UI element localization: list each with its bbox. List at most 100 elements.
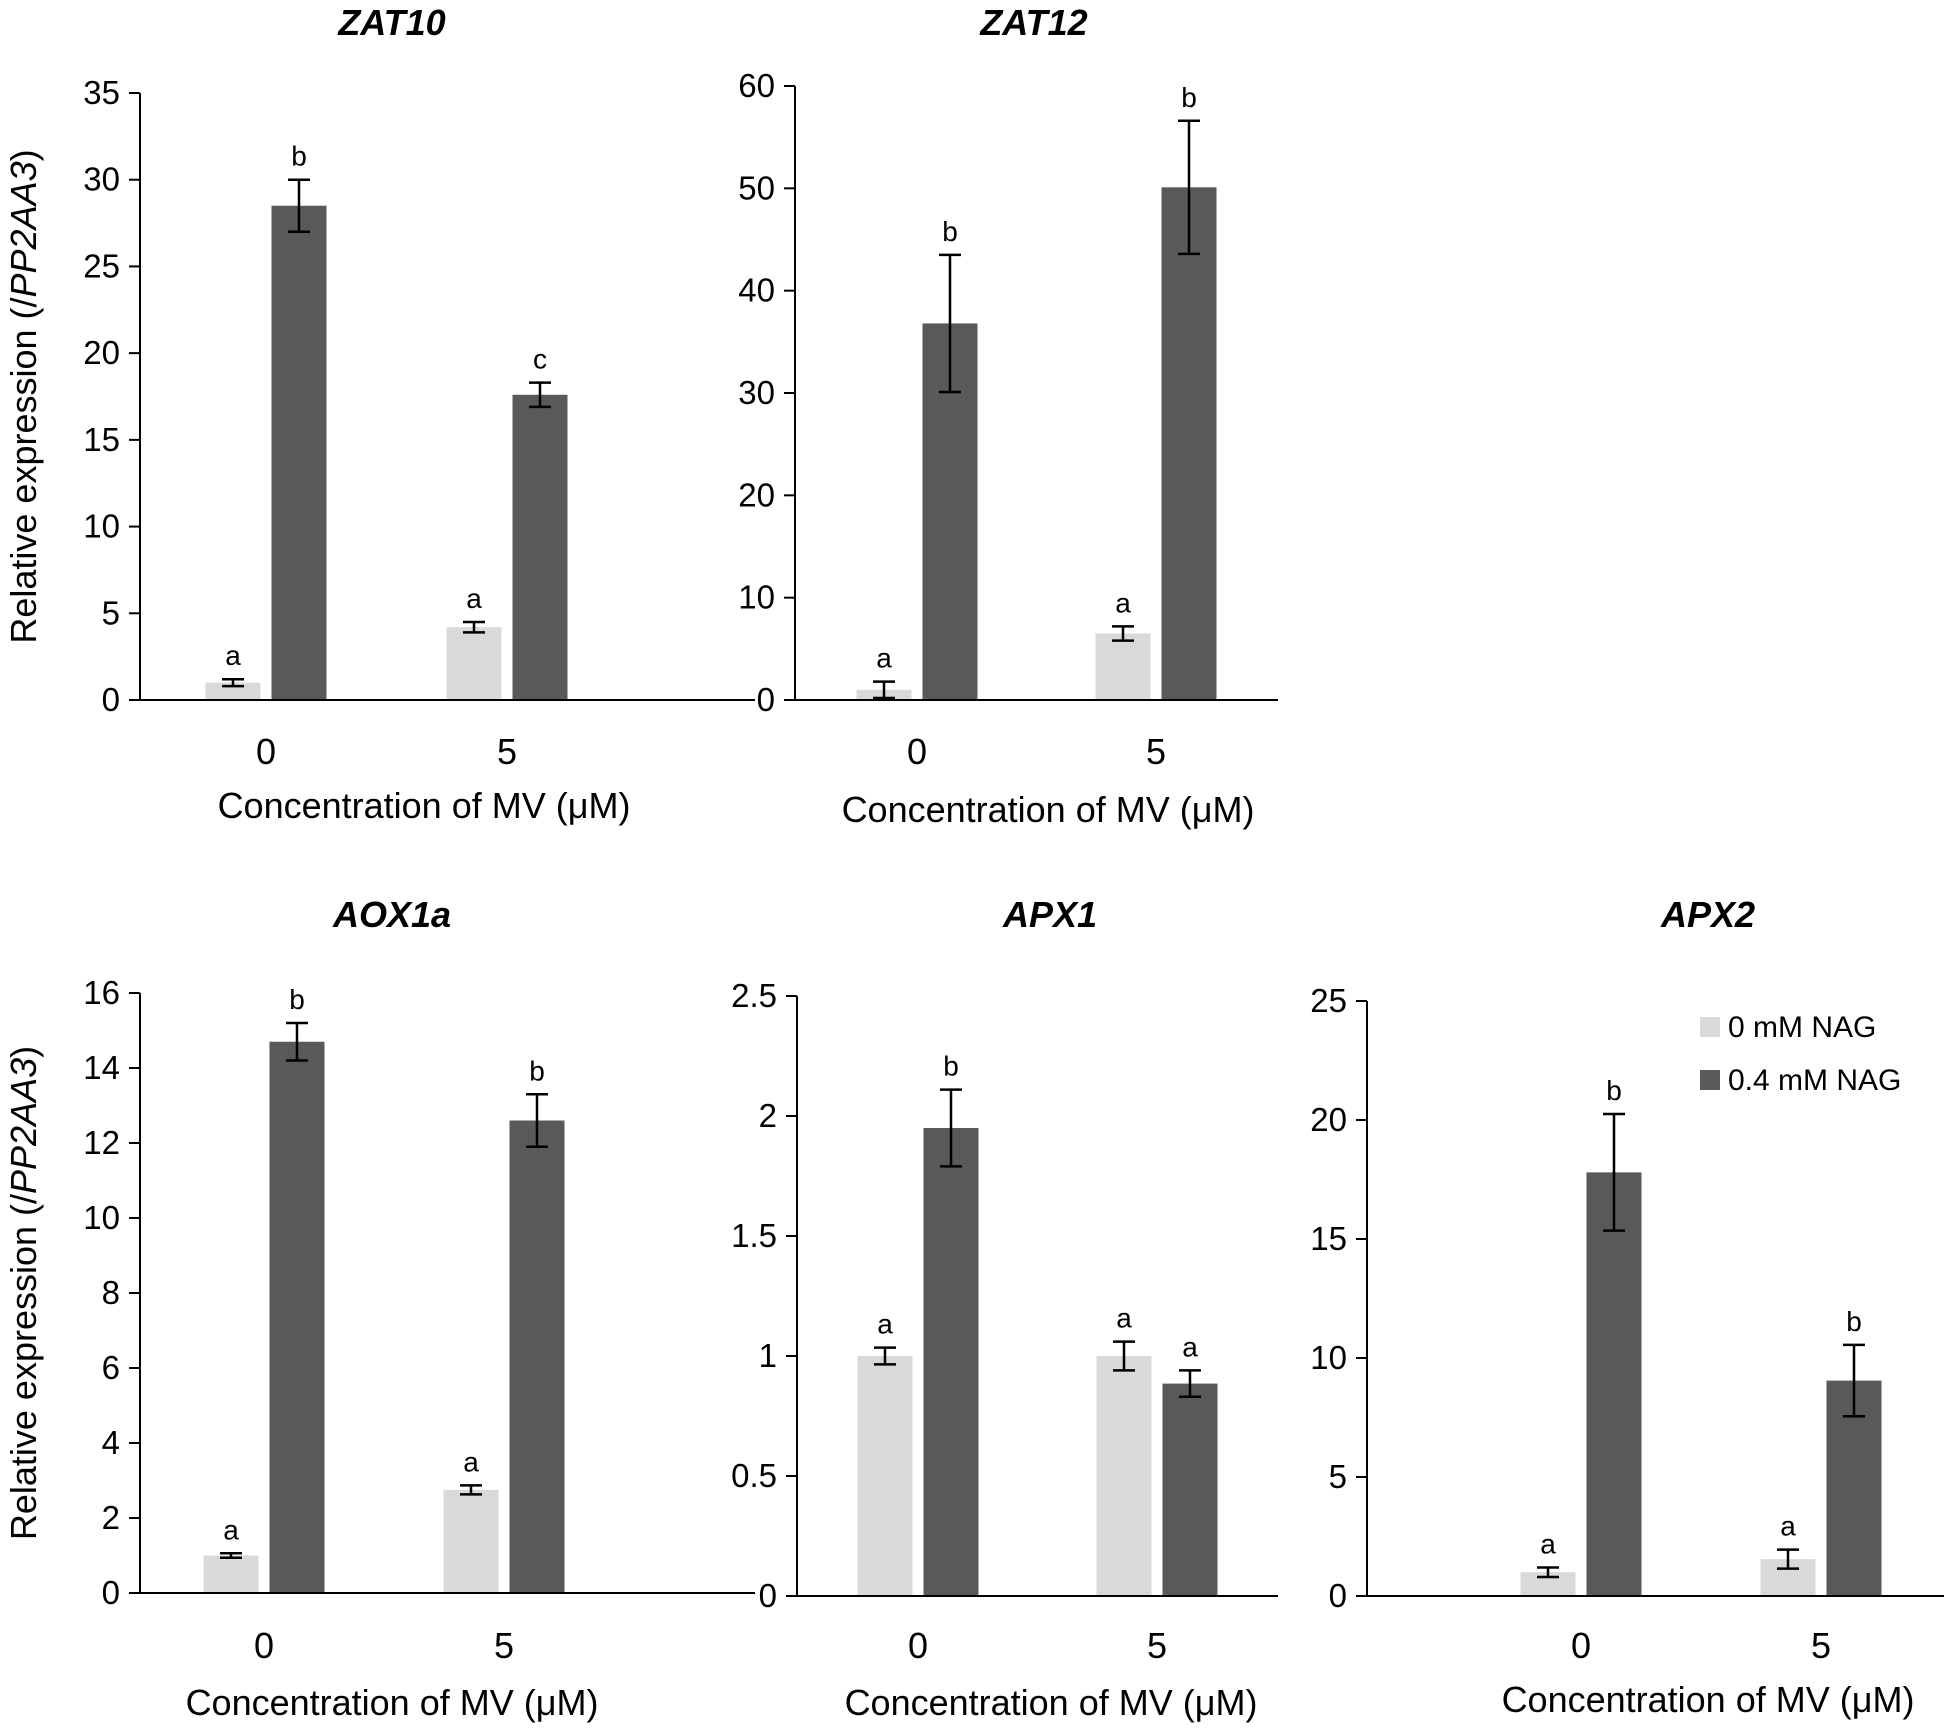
y-tick-label: 1.5: [731, 1217, 777, 1254]
y-tick-label: 10: [83, 508, 120, 545]
y-tick-label: 0: [759, 1577, 777, 1614]
bar: [443, 1489, 499, 1593]
bar: [509, 1120, 565, 1593]
y-tick-label: 25: [1310, 982, 1347, 1019]
significance-letter: a: [225, 640, 241, 671]
y-axis-title-gene: PP2AA3: [3, 1058, 44, 1194]
y-axis-title-suffix: ): [3, 1046, 44, 1058]
bar: [1161, 187, 1217, 700]
x-tick-label: 0: [1571, 1625, 1591, 1666]
significance-letter: b: [1606, 1075, 1622, 1106]
bar: [923, 1128, 979, 1596]
bar: [512, 394, 568, 700]
chart-panel-apx2: APX2 a b 0 a b 5 0 5 10 15 20 25 Concentration of MV …: [1310, 894, 1944, 1720]
bar: [203, 1555, 259, 1593]
y-tick-label: 8: [102, 1274, 120, 1311]
y-axis-title: Relative expression (/PP2AA3): [3, 1046, 44, 1540]
significance-letter: b: [529, 1055, 545, 1086]
significance-letter: b: [1846, 1306, 1862, 1337]
y-tick-label: 50: [738, 169, 775, 206]
x-axis-title: Concentration of MV (μM): [186, 1682, 599, 1723]
y-tick-label: 0: [757, 681, 775, 718]
y-tick-label: 30: [738, 374, 775, 411]
y-tick-label: 5: [1329, 1458, 1347, 1495]
panel-title: APX1: [1002, 894, 1097, 935]
significance-letter: b: [943, 1051, 959, 1082]
chart-panel-aox1a: AOX1a a b 0 a b 5 0 2 4 6 8 10 12 14 16 Concentration of…: [3, 894, 755, 1723]
y-axis-title-prefix: Relative expression (/: [3, 297, 44, 643]
significance-letter: a: [1182, 1331, 1198, 1362]
significance-letter: b: [1181, 82, 1197, 113]
y-tick-label: 12: [83, 1124, 120, 1161]
y-tick-label: 16: [83, 974, 120, 1011]
x-tick-label: 5: [497, 731, 517, 772]
y-tick-label: 10: [738, 579, 775, 616]
y-tick-label: 2.5: [731, 977, 777, 1014]
x-tick-label: 0: [908, 1625, 928, 1666]
y-axis-title-prefix: Relative expression (/: [3, 1194, 44, 1540]
significance-letter: a: [877, 1309, 893, 1340]
x-tick-label: 5: [1146, 731, 1166, 772]
y-axis-title: Relative expression (/PP2AA3): [3, 149, 44, 643]
panel-title: APX2: [1660, 894, 1755, 935]
y-tick-label: 14: [83, 1049, 120, 1086]
bar: [1162, 1383, 1218, 1596]
y-axis-title-suffix: ): [3, 149, 44, 161]
legend: 0 mM NAG 0.4 mM NAG: [1700, 1011, 1901, 1097]
bar: [1520, 1572, 1576, 1596]
y-tick-label: 60: [738, 67, 775, 104]
y-tick-label: 20: [738, 476, 775, 513]
y-tick-label: 1: [759, 1337, 777, 1374]
bar: [1096, 1356, 1152, 1596]
y-tick-label: 40: [738, 272, 775, 309]
x-axis-title: Concentration of MV (μM): [845, 1682, 1258, 1723]
y-tick-label: 0.5: [731, 1457, 777, 1494]
y-tick-label: 20: [83, 334, 120, 371]
y-tick-label: 0: [102, 681, 120, 718]
y-tick-label: 15: [1310, 1220, 1347, 1257]
x-tick-label: 5: [1811, 1625, 1831, 1666]
x-axis-title: Concentration of MV (μM): [218, 785, 631, 826]
panel-title: ZAT10: [337, 2, 445, 43]
significance-letter: b: [289, 984, 305, 1015]
bar: [446, 627, 502, 700]
y-tick-label: 0: [102, 1574, 120, 1611]
chart-panel-zat10: ZAT10 a b 0 a c 5 0 5 10 15 20 25 30 35 Concentration o…: [3, 2, 755, 826]
y-tick-label: 2: [759, 1097, 777, 1134]
panel-title: AOX1a: [332, 894, 451, 935]
significance-letter: a: [223, 1514, 239, 1545]
bar: [271, 205, 327, 700]
significance-letter: a: [1115, 587, 1131, 618]
significance-letter: a: [1540, 1528, 1556, 1559]
y-tick-label: 35: [83, 74, 120, 111]
x-tick-label: 0: [907, 731, 927, 772]
legend-label: 0 mM NAG: [1728, 1011, 1876, 1044]
legend-swatch: [1700, 1070, 1720, 1090]
bar: [1095, 633, 1151, 700]
legend-swatch: [1700, 1017, 1720, 1037]
y-tick-label: 4: [102, 1424, 120, 1461]
y-axis-title-gene: PP2AA3: [3, 161, 44, 297]
bar: [205, 682, 261, 700]
y-tick-label: 20: [1310, 1101, 1347, 1138]
y-tick-label: 0: [1329, 1577, 1347, 1614]
y-tick-label: 6: [102, 1349, 120, 1386]
y-tick-label: 30: [83, 161, 120, 198]
significance-letter: a: [876, 643, 892, 674]
bar: [1586, 1172, 1642, 1596]
y-tick-label: 2: [102, 1499, 120, 1536]
panel-title: ZAT12: [979, 2, 1087, 43]
significance-letter: a: [463, 1446, 479, 1477]
x-axis-title: Concentration of MV (μM): [842, 789, 1255, 830]
y-tick-label: 10: [1310, 1339, 1347, 1376]
legend-label: 0.4 mM NAG: [1728, 1064, 1901, 1097]
x-axis-title: Concentration of MV (μM): [1502, 1679, 1915, 1720]
significance-letter: b: [942, 216, 958, 247]
y-tick-label: 5: [102, 594, 120, 631]
x-tick-label: 5: [1147, 1625, 1167, 1666]
bar: [269, 1041, 325, 1593]
x-tick-label: 5: [494, 1625, 514, 1666]
significance-letter: a: [1780, 1511, 1796, 1542]
